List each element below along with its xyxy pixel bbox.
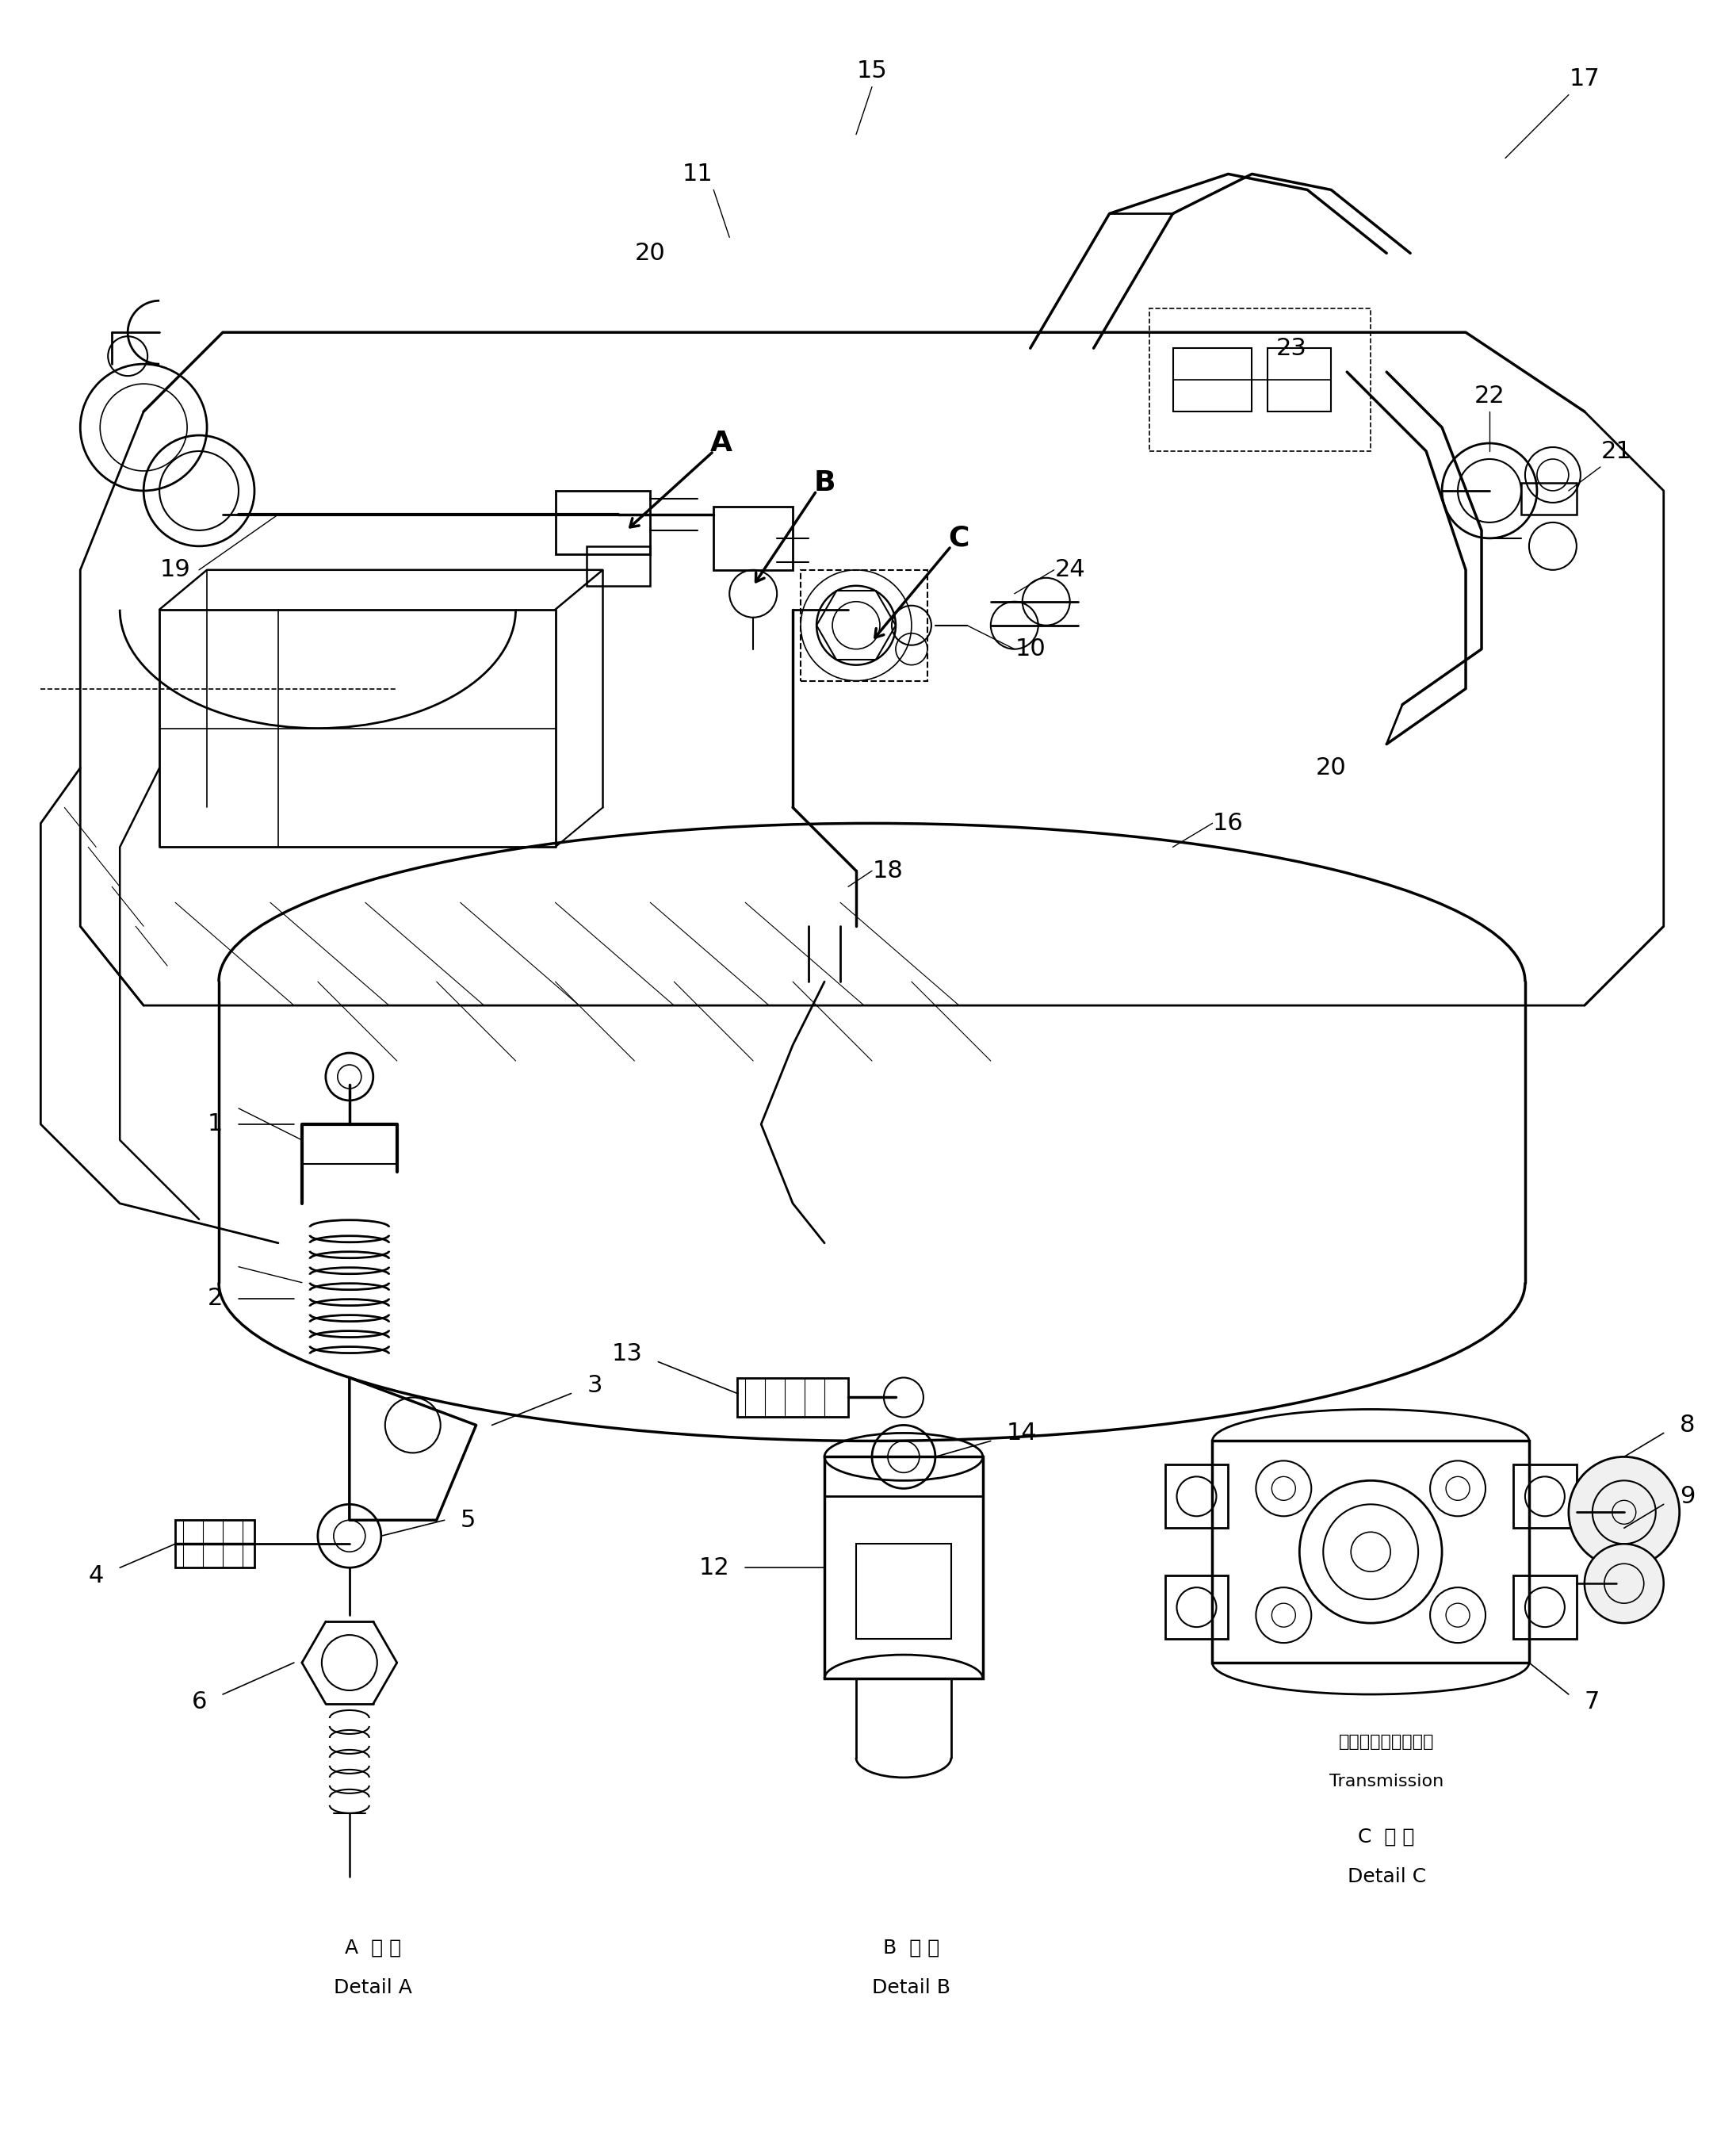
Text: Detail C: Detail C (1347, 1866, 1425, 1886)
Bar (800, 569, 927, 681)
Text: 11: 11 (682, 162, 713, 185)
Text: C  詳 細: C 詳 細 (1358, 1827, 1415, 1847)
Text: 14: 14 (1007, 1422, 1038, 1444)
Text: B: B (814, 470, 835, 496)
Text: A: A (710, 429, 733, 457)
Text: 15: 15 (856, 60, 887, 82)
Bar (1165, 1575, 1227, 1640)
Text: 12: 12 (698, 1556, 729, 1580)
Text: 10: 10 (1016, 638, 1045, 662)
Bar (175, 1519, 255, 1567)
Bar (738, 1377, 849, 1418)
Text: Detail B: Detail B (871, 1978, 951, 1998)
Text: 8: 8 (1679, 1414, 1694, 1437)
Bar (556, 491, 651, 554)
Circle shape (1585, 1543, 1663, 1623)
Text: 5: 5 (460, 1508, 476, 1532)
Text: 6: 6 (191, 1692, 207, 1713)
Text: 23: 23 (1276, 336, 1307, 360)
Text: 7: 7 (1585, 1692, 1601, 1713)
Bar (1165, 1465, 1227, 1528)
Text: Transmission: Transmission (1330, 1774, 1444, 1789)
Text: 18: 18 (873, 860, 903, 881)
Bar (1212, 1442, 1529, 1664)
Text: 20: 20 (635, 241, 665, 265)
Text: 21: 21 (1601, 440, 1632, 463)
Text: C: C (948, 526, 969, 552)
Text: 22: 22 (1474, 384, 1505, 407)
Text: 1: 1 (207, 1112, 222, 1136)
Text: A  詳 細: A 詳 細 (345, 1937, 401, 1957)
Text: トランスミッション: トランスミッション (1338, 1735, 1434, 1750)
Bar (825, 1457, 983, 1679)
Text: 13: 13 (611, 1343, 642, 1366)
Text: 24: 24 (1054, 558, 1085, 582)
Text: 2: 2 (207, 1287, 222, 1310)
Text: 3: 3 (587, 1375, 602, 1396)
Bar (856, 1543, 951, 1640)
Text: B  詳 細: B 詳 細 (884, 1937, 939, 1957)
Text: Detail A: Detail A (333, 1978, 413, 1998)
Bar (1267, 349, 1332, 412)
Text: 16: 16 (1213, 812, 1243, 834)
Bar (1514, 1575, 1576, 1640)
Bar (1514, 1465, 1576, 1528)
Bar (1521, 483, 1576, 515)
Bar (1174, 349, 1252, 412)
Text: 20: 20 (1316, 756, 1347, 780)
Bar (587, 545, 651, 586)
Bar (713, 506, 793, 569)
Text: 9: 9 (1679, 1485, 1694, 1508)
Circle shape (1569, 1457, 1679, 1567)
Text: 17: 17 (1569, 67, 1601, 91)
Text: 4: 4 (89, 1565, 104, 1586)
Bar (1149, 308, 1371, 450)
Text: 19: 19 (160, 558, 191, 582)
